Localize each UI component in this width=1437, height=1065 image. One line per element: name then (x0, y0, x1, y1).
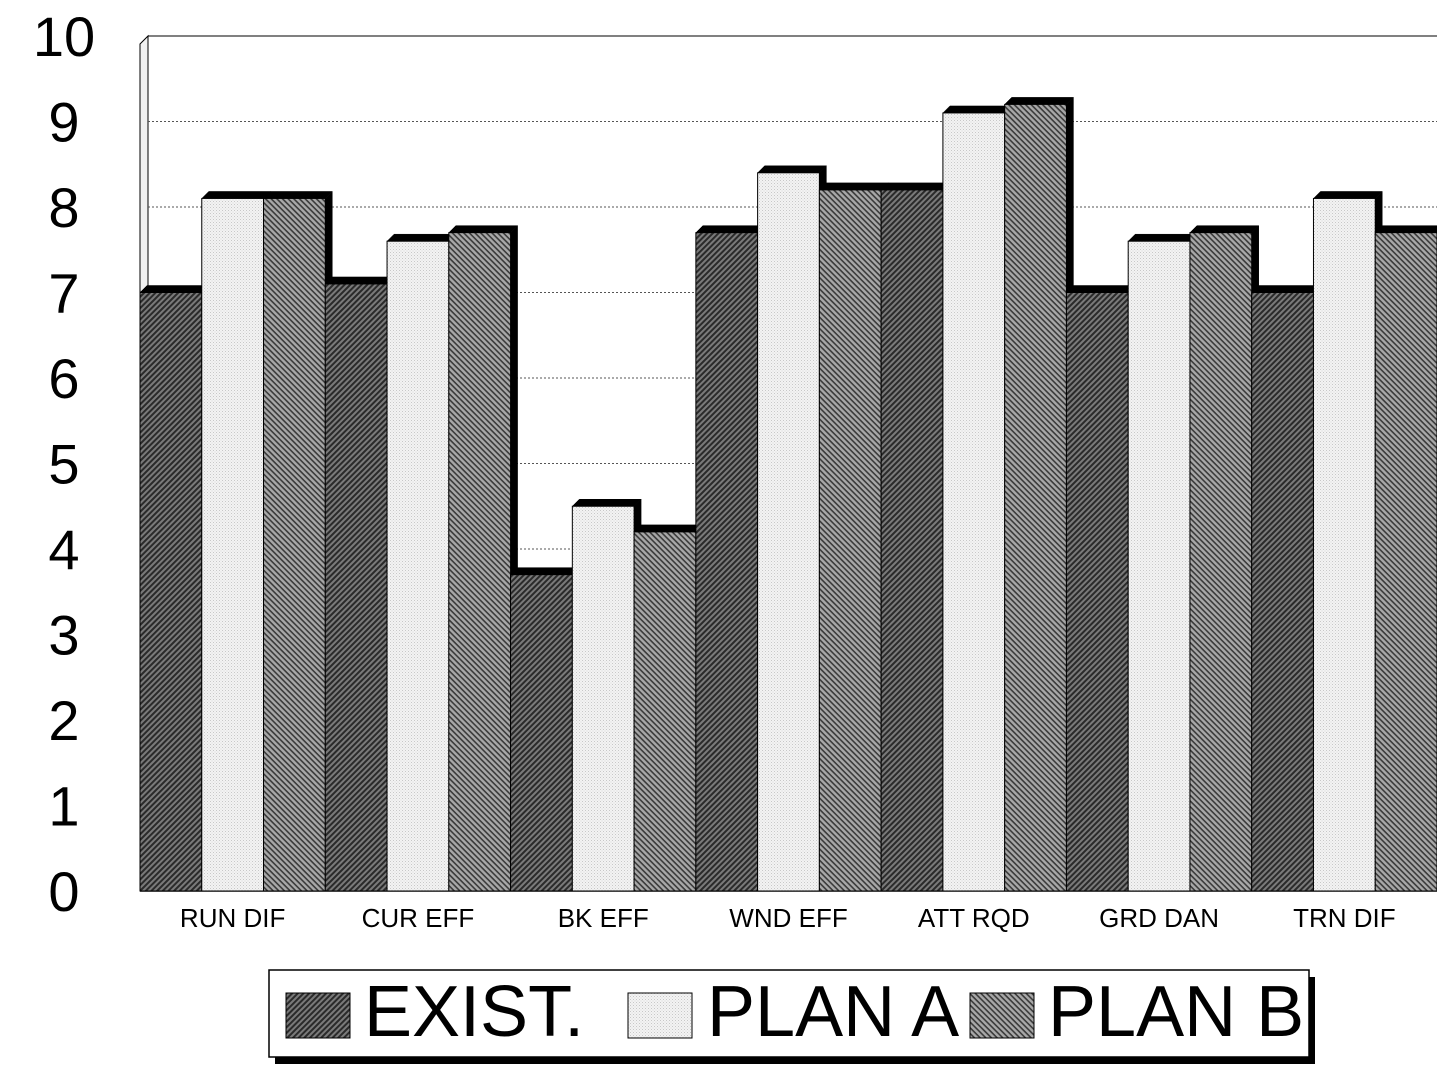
bar-top-face (880, 182, 951, 191)
bar-front-face (510, 574, 573, 892)
x-tick-label: TRN DIF (1293, 903, 1396, 933)
bar-top-face (448, 225, 519, 233)
bar-top-face (633, 524, 704, 533)
legend-label-exist: EXIST. (364, 972, 584, 1052)
bar-top-face (571, 499, 642, 507)
bar-front-face (880, 189, 944, 892)
legend-swatch-plan-b (969, 992, 1035, 1039)
bar-exist (1065, 284, 1136, 892)
bar-exist (509, 567, 580, 892)
bar-top-face (201, 191, 272, 199)
bar-front-face (201, 197, 265, 892)
bar-top-face (942, 105, 1013, 114)
legend-box (268, 969, 1310, 1058)
bar-plan-a (757, 165, 827, 892)
bar-top-face (1374, 225, 1437, 233)
x-tick-label: ATT RQD (918, 903, 1030, 933)
bar-top-face (1127, 233, 1198, 242)
bar-front-face (1004, 103, 1067, 892)
bar-exist (324, 276, 395, 892)
bar-top-face (1189, 225, 1260, 233)
y-tick-label: 2 (48, 689, 79, 752)
bar-front-face (1251, 292, 1314, 892)
y-tick-label: 6 (48, 347, 79, 410)
y-tick-label: 0 (48, 860, 79, 923)
bar-plan-a (1127, 233, 1198, 892)
bar-front-face (942, 112, 1006, 892)
y-axis-ticks: 0 1 2 3 4 5 6 7 8 9 10 (33, 5, 95, 923)
bar-plan-b (1374, 225, 1437, 892)
bar-plan-a (201, 190, 272, 892)
bar-exist (695, 225, 766, 892)
x-tick-label: GRD DAN (1099, 903, 1219, 933)
bar-top-face (509, 567, 580, 575)
x-tick-label: RUN DIF (180, 903, 285, 933)
bar-top-face (818, 182, 889, 191)
legend-swatch-plan-a (627, 992, 693, 1039)
bar-plan-a (942, 105, 1013, 892)
bar-top-face (139, 285, 210, 293)
bar-plan-a (386, 233, 457, 892)
bar-top-face (386, 233, 457, 242)
bar-exist (1251, 284, 1322, 892)
bar-top-face (695, 225, 766, 233)
bar-plan-b (448, 225, 519, 892)
bar-plan-b (818, 182, 889, 892)
bar-front-face (818, 189, 882, 892)
y-tick-label: 3 (48, 604, 79, 667)
bar-front-face (1374, 232, 1437, 892)
legend: EXIST. PLAN A PLAN B (268, 969, 1315, 1064)
bar-plan-b (1004, 96, 1075, 892)
bar-front-face (448, 232, 512, 892)
bar-plan-b (633, 524, 704, 892)
x-tick-label: WND EFF (729, 903, 847, 933)
x-axis-ticks: RUN DIF CUR EFF BK EFF WND EFF ATT RQD GRD DA… (180, 903, 1396, 933)
legend-label-plan-a: PLAN A (707, 972, 959, 1052)
bar-top-face (262, 191, 333, 199)
y-tick-label: 1 (48, 775, 79, 838)
bar-plan-a (1312, 190, 1383, 892)
bar-top-face (324, 276, 395, 285)
y-tick-label: 8 (48, 176, 79, 239)
bar-top-face (1312, 191, 1383, 199)
bar-front-face (324, 283, 388, 892)
bar-front-face (695, 232, 759, 892)
bar-front-face (263, 197, 326, 892)
bar-top-face (1065, 285, 1136, 293)
bar-top-face (757, 165, 827, 174)
x-tick-label: BK EFF (558, 903, 649, 933)
y-tick-label: 7 (48, 262, 79, 325)
y-tick-label: 4 (48, 518, 79, 581)
bar-front-face (1189, 232, 1253, 892)
bar-front-face (1065, 292, 1129, 892)
bar-plan-b (1189, 225, 1260, 892)
legend-swatch-exist (285, 992, 351, 1039)
bars (139, 96, 1437, 892)
bar-front-face (386, 240, 450, 892)
bar-front-face (757, 172, 820, 892)
x-tick-label: CUR EFF (362, 903, 475, 933)
bar-plan-b (262, 190, 333, 892)
bar-front-face (571, 505, 635, 892)
bar-front-face (1127, 240, 1191, 892)
y-tick-label: 9 (48, 91, 79, 154)
bar-exist (139, 284, 210, 892)
bar-front-face (633, 531, 697, 892)
y-tick-label: 5 (48, 433, 79, 496)
bar-front-face (1312, 197, 1376, 892)
bar-top-face (1004, 97, 1075, 105)
legend-label-plan-b: PLAN B (1048, 972, 1304, 1052)
bar-top-face (1251, 285, 1322, 293)
y-tick-label: 10 (33, 5, 95, 68)
bar-plan-a (571, 498, 642, 892)
bar-exist (880, 182, 951, 892)
bar-front-face (139, 292, 203, 892)
